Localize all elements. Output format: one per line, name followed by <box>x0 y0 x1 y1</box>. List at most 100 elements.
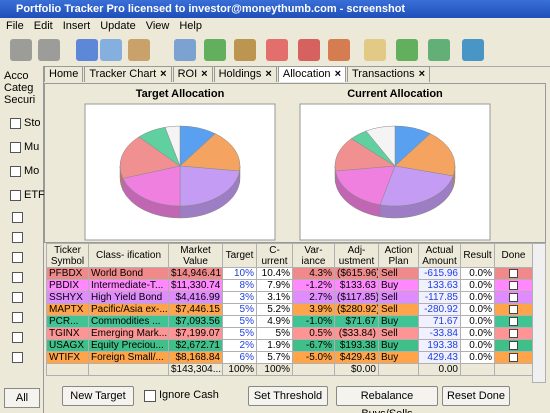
table-row[interactable]: PCR... Commodities ... $7,093.56 5% 4.9% -1.0… <box>46 315 533 328</box>
column-header[interactable]: Ticker Symbol <box>46 243 89 268</box>
security-checkbox[interactable] <box>12 292 23 303</box>
table-cell: 0.0% <box>460 351 495 364</box>
done-checkbox[interactable] <box>509 292 518 302</box>
done-checkbox[interactable] <box>509 304 518 314</box>
sidebar-all-button[interactable]: All <box>4 388 40 408</box>
toolbar <box>0 34 550 67</box>
column-header[interactable]: Class- ification <box>88 243 169 268</box>
table-cell: Commodities ... <box>88 315 169 328</box>
totals-cell <box>88 363 169 376</box>
sidebar-checkbox[interactable] <box>10 166 21 177</box>
table-cell: Sell <box>378 303 419 316</box>
column-header[interactable]: Result <box>460 243 495 268</box>
column-header[interactable]: Market Value <box>168 243 223 268</box>
toolbar-icon[interactable] <box>396 39 418 61</box>
sidebar-item[interactable]: Securi <box>4 94 36 106</box>
toolbar-icon[interactable] <box>100 39 122 61</box>
done-cell <box>494 339 533 352</box>
done-checkbox[interactable] <box>509 328 518 338</box>
toolbar-icon[interactable] <box>234 39 256 61</box>
sidebar-checkbox[interactable] <box>10 190 21 201</box>
menu-item[interactable]: Update <box>100 20 136 32</box>
set-threshold-button[interactable]: Set Threshold <box>248 386 328 406</box>
tab-label: ROI <box>177 68 198 80</box>
column-header[interactable]: Var- iance <box>292 243 335 268</box>
done-checkbox[interactable] <box>509 268 518 278</box>
sidebar-check-label: Sto <box>24 117 41 129</box>
table-row[interactable]: USAGX Equity Preciou... $2,672.71 2% 1.9% -6.… <box>46 339 533 352</box>
column-header[interactable]: Target <box>222 243 257 268</box>
rebalance-button[interactable]: Rebalance Buys/Sells <box>336 386 438 413</box>
reset-done-button[interactable]: Reset Done <box>442 386 510 406</box>
table-row[interactable]: WTIFX Foreign Small/... $8,168.84 6% 5.7% -5.… <box>46 351 533 364</box>
menu-item[interactable]: Edit <box>33 20 53 32</box>
totals-cell <box>494 363 533 376</box>
table-row[interactable]: PBDIX Intermediate-T... $11,330.74 8% 7.9% -1… <box>46 279 533 292</box>
toolbar-icon[interactable] <box>174 39 196 61</box>
column-header[interactable]: Done <box>494 243 533 268</box>
security-checkbox[interactable] <box>12 212 23 223</box>
table-row[interactable]: SSHYX High Yield Bond $4,416.99 3% 3.1% 2.7%(… <box>46 291 533 304</box>
menu-item[interactable]: Insert <box>62 20 91 32</box>
sidebar-item[interactable]: Acco <box>4 70 29 82</box>
toolbar-icon[interactable] <box>10 39 32 61</box>
column-header[interactable]: Actual Amount <box>418 243 461 268</box>
tab[interactable]: ROI × <box>172 66 213 82</box>
ignore-cash-checkbox[interactable] <box>144 390 156 402</box>
done-checkbox[interactable] <box>509 352 518 362</box>
security-checkbox[interactable] <box>12 332 23 343</box>
toolbar-icon[interactable] <box>462 39 484 61</box>
toolbar-icon[interactable] <box>428 39 450 61</box>
tab-close[interactable]: × <box>160 68 167 80</box>
sidebar-checkbox[interactable] <box>10 118 21 129</box>
table-cell: PFBDX <box>46 267 89 280</box>
sidebar-item[interactable]: Categ <box>4 82 34 94</box>
tab-close[interactable]: × <box>334 68 341 80</box>
table-row[interactable]: PFBDX World Bond $14,946.41 10% 10.4% 4.3% ($6… <box>46 267 533 280</box>
tab-close[interactable]: × <box>265 68 272 80</box>
pie-slice <box>335 165 396 206</box>
table-cell: 5% <box>222 327 257 340</box>
column-header[interactable]: Action Plan <box>378 243 419 268</box>
tab-close[interactable]: × <box>418 68 425 80</box>
tab-close[interactable]: × <box>201 68 208 80</box>
tab-strip: Home Tracker Chart × ROI × Holdings × Allocatio… <box>44 66 431 82</box>
toolbar-icon[interactable] <box>364 39 386 61</box>
toolbar-icon[interactable] <box>328 39 350 61</box>
column-header[interactable]: C- urrent <box>256 243 293 268</box>
toolbar-icon[interactable] <box>38 39 60 61</box>
done-checkbox[interactable] <box>509 340 518 350</box>
security-checkbox[interactable] <box>12 252 23 263</box>
tab-label: Holdings <box>218 68 262 80</box>
security-checkbox[interactable] <box>12 312 23 323</box>
tab[interactable]: Holdings × <box>213 66 277 82</box>
security-checkbox[interactable] <box>12 232 23 243</box>
tab[interactable]: Allocation × <box>277 66 346 82</box>
menu-item[interactable]: Help <box>179 20 202 32</box>
scrollbar[interactable] <box>532 243 546 383</box>
new-target-button[interactable]: New Target <box>62 386 134 406</box>
sidebar-checkbox[interactable] <box>10 142 21 153</box>
table-row[interactable]: TGINX Emerging Mark... $7,199.07 5% 5% 0.5% ($… <box>46 327 533 340</box>
table-cell: -33.84 <box>418 327 461 340</box>
menu-bar: File Edit Insert Update View Help <box>0 18 550 34</box>
menu-item[interactable]: File <box>6 20 24 32</box>
menu-item[interactable]: View <box>145 20 170 32</box>
toolbar-icon[interactable] <box>128 39 150 61</box>
tab[interactable]: Home <box>44 66 84 82</box>
table-cell: Equity Preciou... <box>88 339 169 352</box>
table-row[interactable]: MAPTX Pacific/Asia ex-... $7,446.15 5% 5.2% 3… <box>46 303 533 316</box>
security-checkbox[interactable] <box>12 272 23 283</box>
security-checkbox[interactable] <box>12 352 23 363</box>
toolbar-icon[interactable] <box>76 39 98 61</box>
totals-cell <box>378 363 419 376</box>
toolbar-icon[interactable] <box>298 39 320 61</box>
toolbar-icon[interactable] <box>204 39 226 61</box>
toolbar-icon[interactable] <box>266 39 288 61</box>
done-checkbox[interactable] <box>509 316 518 326</box>
column-header[interactable]: Adj- ustment <box>334 243 379 268</box>
tab[interactable]: Transactions × <box>347 66 430 82</box>
tab[interactable]: Tracker Chart × <box>84 66 172 82</box>
done-checkbox[interactable] <box>509 280 518 290</box>
